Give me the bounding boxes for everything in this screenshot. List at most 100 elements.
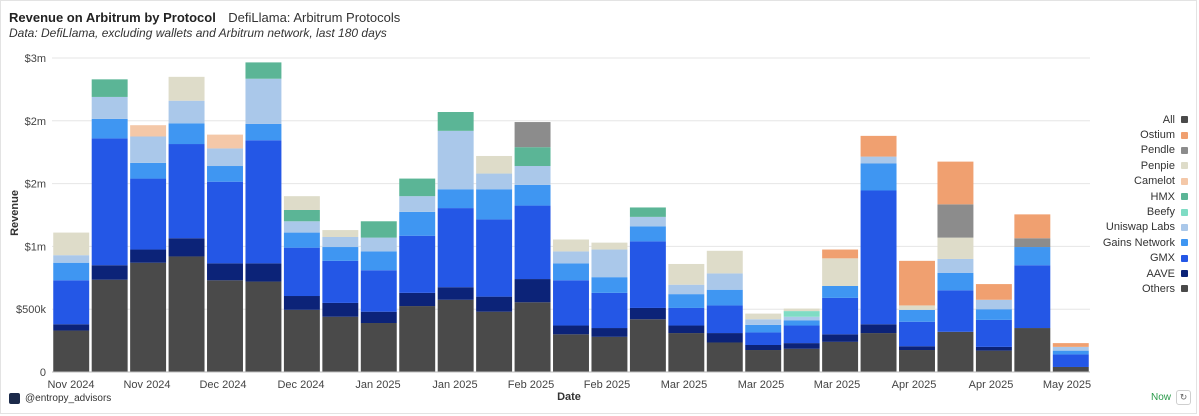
x-tick-label: Nov 2024 bbox=[123, 379, 170, 391]
bar-segment-uniswap-labs bbox=[399, 196, 436, 212]
bar-segment-gmx bbox=[53, 280, 90, 325]
bar-segment-uniswap-labs bbox=[91, 96, 128, 119]
legend-item[interactable]: Gains Network bbox=[1103, 235, 1188, 250]
bar-segment-gmx bbox=[476, 219, 513, 297]
bar-segment-penpie bbox=[745, 313, 782, 320]
bar-segment-uniswap-labs bbox=[437, 130, 474, 190]
bar-segment-others bbox=[860, 333, 897, 372]
bar-segment-others bbox=[668, 333, 705, 372]
legend-item[interactable]: Uniswap Labs bbox=[1106, 220, 1188, 235]
bar-segment-gmx bbox=[629, 241, 666, 308]
legend-label: Pendle bbox=[1140, 144, 1175, 157]
title-row: Revenue on Arbitrum by Protocol DefiLlam… bbox=[9, 9, 400, 27]
legend-swatch bbox=[1181, 270, 1188, 278]
bar-segment-uniswap-labs bbox=[553, 251, 589, 264]
bar-segment-uniswap-labs bbox=[1052, 346, 1089, 351]
legend-item[interactable]: All bbox=[1163, 112, 1188, 127]
bar-segment-ostium bbox=[1014, 214, 1051, 239]
bar-segment-ostium bbox=[822, 249, 859, 259]
bar-segment-ostium bbox=[937, 161, 974, 205]
bar-segment-aave bbox=[668, 325, 705, 334]
bar-segment-aave bbox=[476, 296, 513, 312]
bar-segment-aave bbox=[899, 346, 935, 351]
bar-segment-uniswap-labs bbox=[53, 255, 90, 263]
x-tick-label: Dec 2024 bbox=[199, 379, 246, 391]
bar-segment-hmx bbox=[399, 178, 436, 197]
legend-swatch bbox=[1181, 162, 1188, 170]
bar-segment-gains-network bbox=[53, 262, 90, 281]
legend-item[interactable]: Pendle bbox=[1141, 143, 1188, 158]
legend-swatch bbox=[1181, 223, 1188, 231]
bar-segment-gmx bbox=[514, 205, 551, 280]
bar-segment-aave bbox=[629, 307, 666, 320]
bar-segment-uniswap-labs bbox=[706, 273, 743, 290]
x-tick-label: Apr 2025 bbox=[969, 379, 1014, 391]
legend-item[interactable]: GMX bbox=[1150, 251, 1188, 266]
bar-segment-uniswap-labs bbox=[591, 249, 628, 278]
bar-segment-uniswap-labs bbox=[130, 136, 167, 163]
bar-segment-others bbox=[706, 342, 743, 372]
bar-segment-uniswap-labs bbox=[514, 166, 551, 185]
bar-segment-penpie bbox=[476, 155, 513, 174]
bar-segment-gmx bbox=[168, 144, 205, 239]
bar-segment-gmx bbox=[860, 190, 897, 325]
bar-segment-gains-network bbox=[476, 189, 513, 220]
bar-segment-aave bbox=[745, 344, 782, 351]
bar-segment-pendle bbox=[514, 122, 551, 148]
bar-segment-gmx bbox=[822, 297, 859, 335]
bar-segment-camelot bbox=[207, 134, 243, 149]
bar-segment-gmx bbox=[783, 325, 820, 344]
bar-segment-camelot bbox=[130, 125, 167, 137]
x-tick-label: Dec 2024 bbox=[277, 379, 324, 391]
legend-label: GMX bbox=[1149, 252, 1175, 265]
refresh-icon[interactable]: ↻ bbox=[1176, 390, 1191, 405]
bar-segment-aave bbox=[53, 324, 90, 331]
legend-swatch bbox=[1181, 177, 1188, 185]
bar-segment-aave bbox=[706, 333, 743, 343]
bar-segment-gains-network bbox=[860, 163, 897, 191]
bar-segment-others bbox=[783, 348, 820, 372]
bar-segment-others bbox=[1052, 366, 1089, 372]
author-handle-text: @entropy_advisors bbox=[25, 393, 112, 404]
refresh-status[interactable]: Now ↻ bbox=[1151, 390, 1191, 405]
refresh-status-text: Now bbox=[1150, 392, 1171, 403]
bar-segment-uniswap-labs bbox=[937, 258, 974, 273]
bar-segment-gains-network bbox=[1052, 350, 1089, 355]
bar-segment-hmx bbox=[629, 207, 666, 217]
bar-segment-gmx bbox=[437, 208, 474, 288]
legend-label: HMX bbox=[1150, 190, 1175, 203]
bar-segment-gains-network bbox=[283, 232, 320, 248]
bar-segment-hmx bbox=[283, 209, 320, 222]
x-tick-label: Feb 2025 bbox=[584, 379, 630, 391]
bar-segment-hmx bbox=[514, 147, 551, 167]
legend-swatch bbox=[1181, 239, 1188, 247]
legend-item[interactable]: HMX bbox=[1151, 189, 1188, 204]
y-axis-title: Revenue bbox=[9, 190, 21, 236]
bar-segment-uniswap-labs bbox=[207, 148, 243, 167]
legend-item[interactable]: AAVE bbox=[1146, 266, 1188, 281]
legend-item[interactable]: Ostium bbox=[1140, 127, 1188, 142]
bar-segment-uniswap-labs bbox=[476, 173, 513, 190]
chart-legend: All Ostium Pendle Penpie Camelot HMX Beefy Unis… bbox=[1103, 112, 1188, 297]
legend-swatch bbox=[1181, 208, 1188, 216]
bar-segment-uniswap-labs bbox=[245, 78, 282, 124]
legend-item[interactable]: Others bbox=[1142, 281, 1188, 296]
x-tick-label: Feb 2025 bbox=[508, 379, 554, 391]
bar-segment-others bbox=[553, 334, 589, 372]
bar-segment-gains-network bbox=[706, 289, 743, 306]
legend-item[interactable]: Penpie bbox=[1141, 158, 1188, 173]
bar-segment-gains-network bbox=[783, 320, 820, 326]
bar-segment-ostium bbox=[860, 135, 897, 157]
legend-item[interactable]: Beefy bbox=[1147, 204, 1188, 219]
bar-segment-gmx bbox=[245, 140, 282, 264]
bar-segment-others bbox=[745, 350, 782, 372]
legend-item[interactable]: Camelot bbox=[1134, 174, 1188, 189]
bar-segment-gains-network bbox=[937, 272, 974, 291]
x-tick-label: Nov 2024 bbox=[47, 379, 94, 391]
chart-subtitle: Data: DefiLlama, excluding wallets and A… bbox=[9, 26, 387, 40]
bar-segment-others bbox=[514, 302, 551, 372]
bar-segment-gains-network bbox=[668, 294, 705, 308]
bar-segment-others bbox=[207, 280, 243, 372]
bar-segment-uniswap-labs bbox=[283, 221, 320, 233]
